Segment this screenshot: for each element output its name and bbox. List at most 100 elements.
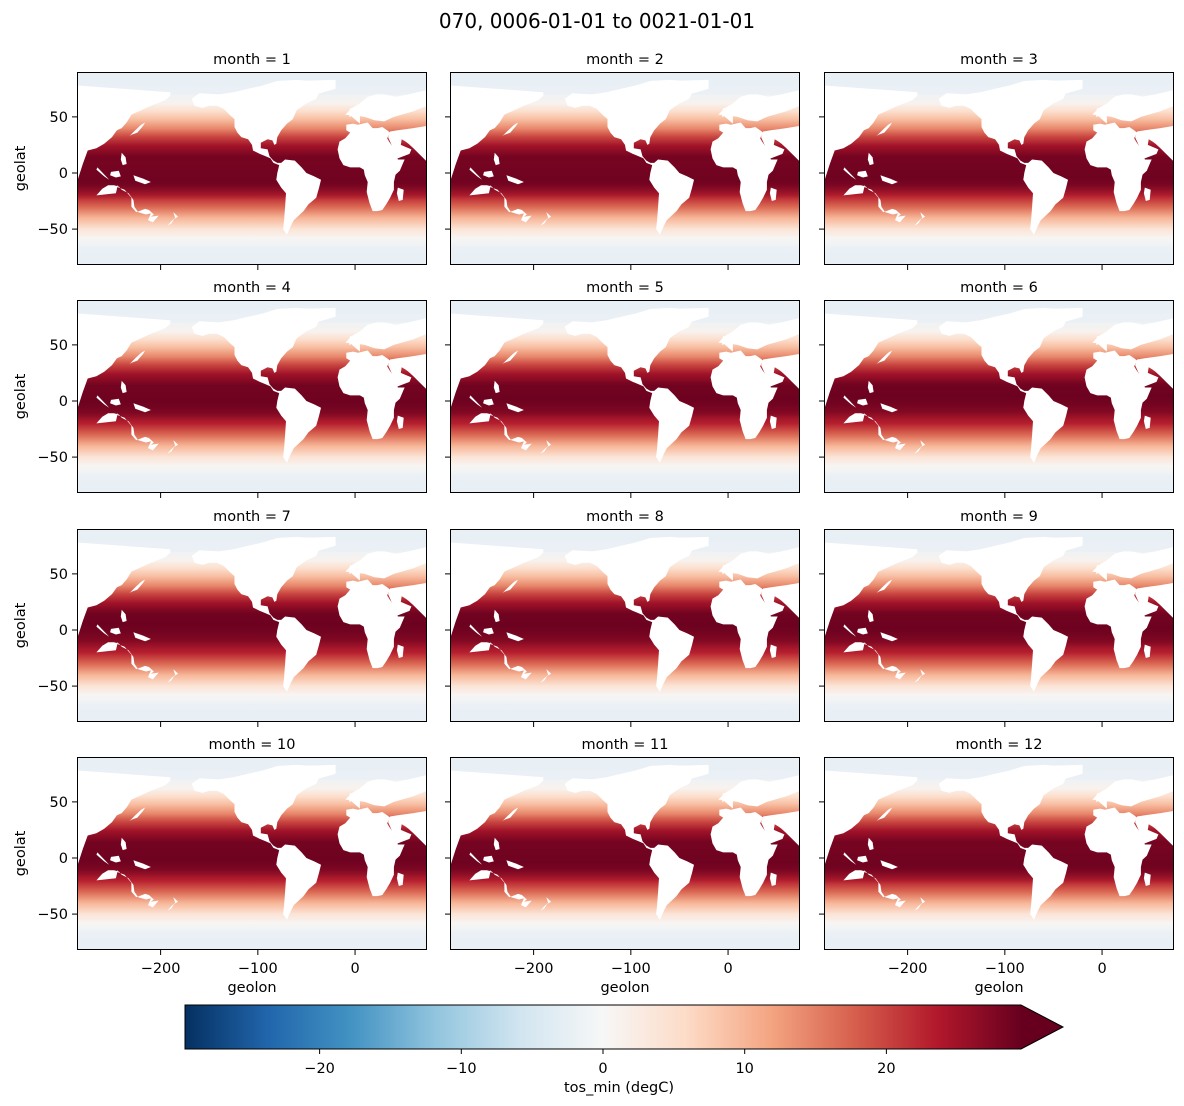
land-americas: [938, 764, 1068, 920]
land-americas: [564, 764, 694, 920]
land-asia_w: [450, 770, 544, 867]
axes-frame: [824, 529, 1174, 722]
land-japan: [502, 350, 519, 364]
land-americas: [564, 536, 694, 692]
land-uk: [722, 564, 730, 574]
land-newzealand: [540, 897, 552, 911]
land-americas: [938, 79, 1068, 235]
land-americas: [938, 536, 1068, 692]
antarctic-ice: [77, 247, 427, 265]
land-arabia_horn: [766, 844, 778, 861]
land-philippines: [867, 152, 874, 166]
colorbar-tick-label: 0: [598, 1061, 607, 1077]
land-madagascar: [769, 187, 777, 201]
land-madagascar: [769, 644, 777, 658]
land-sumatra: [843, 167, 857, 180]
facet-grid: month = 1 −50 0 50 geolat month = 2 month = 3 m…: [13, 52, 1174, 996]
land-uk: [1096, 107, 1104, 117]
land-eurafrica: [337, 350, 405, 440]
land-newguinea: [506, 403, 524, 413]
y-tick-label: 0: [59, 623, 68, 639]
land-asia_w: [77, 770, 171, 867]
arctic-ice: [824, 757, 1174, 780]
antarctic-ice: [450, 704, 800, 722]
land-australia: [469, 642, 532, 680]
panel-month-12: month = 12 −200 −100 0 geolon: [819, 737, 1174, 996]
land-borneo: [110, 627, 121, 635]
x-tick-label: −200: [514, 961, 554, 977]
land-philippines: [867, 380, 874, 394]
land-sumatra: [469, 624, 483, 637]
land-arabia_horn: [1140, 387, 1152, 404]
land-japan: [129, 579, 146, 593]
land-newzealand: [167, 440, 179, 454]
panel-title: month = 9: [960, 509, 1038, 525]
land-americas: [564, 79, 694, 235]
arctic-ice: [824, 300, 1174, 323]
land-asia_w: [824, 85, 918, 182]
land-uk: [349, 792, 357, 802]
land-philippines: [120, 837, 127, 851]
map-field: [77, 72, 427, 265]
panel-month-7: month = 7 −50 0 50 geolat: [13, 509, 427, 727]
antarctic-ice: [450, 475, 800, 493]
y-tick-label: 50: [50, 567, 68, 583]
arctic-ice: [77, 529, 427, 552]
land-newzealand: [540, 669, 552, 683]
land-borneo: [857, 170, 868, 178]
land-greenland_cap: [657, 764, 709, 780]
land-greenland_cap: [1031, 79, 1083, 95]
arctic-ice: [824, 529, 1174, 552]
land-borneo: [857, 627, 868, 635]
colorbar-outline: [184, 1004, 1065, 1050]
land-greenland_cap: [657, 307, 709, 323]
land-borneo: [110, 398, 121, 406]
antarctic-ice: [824, 704, 1174, 722]
land-eurafrica: [337, 807, 405, 897]
panel-month-10: month = 10 −200 −100 0 −50 0 50 geolon geolat: [13, 737, 427, 996]
y-tick-label: −50: [37, 679, 68, 695]
land-europe_n: [718, 318, 800, 350]
land-eurafrica: [1084, 122, 1152, 212]
land-uk: [349, 335, 357, 345]
land-madagascar: [769, 415, 777, 429]
land-uk: [1096, 564, 1104, 574]
land-australia: [843, 870, 906, 908]
land-asia_edge: [761, 582, 800, 619]
land-newguinea: [880, 632, 898, 642]
land-asia_edge: [761, 810, 800, 847]
land-newzealand: [167, 669, 179, 683]
land-madagascar: [769, 872, 777, 886]
land-borneo: [483, 855, 494, 863]
land-asia_edge: [388, 125, 427, 162]
axes-frame: [450, 757, 800, 950]
y-tick-label: 50: [50, 338, 68, 354]
land-arabia_horn: [393, 159, 405, 176]
land-asia_edge: [1135, 125, 1174, 162]
panel-month-11: month = 11 −200 −100 0 geolon: [445, 737, 800, 996]
land-greenland_cap: [284, 79, 336, 95]
axes-frame: [824, 757, 1174, 950]
land-philippines: [867, 609, 874, 623]
land-americas: [191, 307, 321, 463]
land-australia: [96, 870, 159, 908]
land-eurafrica: [710, 350, 778, 440]
panel-month-5: month = 5: [445, 280, 800, 498]
antarctic-ice: [77, 704, 427, 722]
land-borneo: [110, 855, 121, 863]
land-europe_n: [1092, 90, 1174, 122]
antarctic-ice: [824, 932, 1174, 950]
land-europe_n: [1092, 547, 1174, 579]
land-arabia_horn: [1140, 616, 1152, 633]
land-greenland_cap: [1031, 764, 1083, 780]
land-arabia_horn: [766, 616, 778, 633]
land-europe_n: [1092, 318, 1174, 350]
land-asia_w: [77, 313, 171, 410]
panel-title: month = 10: [209, 737, 296, 753]
land-uk: [1096, 792, 1104, 802]
land-newzealand: [167, 897, 179, 911]
land-greenland_cap: [657, 536, 709, 552]
land-madagascar: [396, 187, 404, 201]
land-japan: [129, 350, 146, 364]
